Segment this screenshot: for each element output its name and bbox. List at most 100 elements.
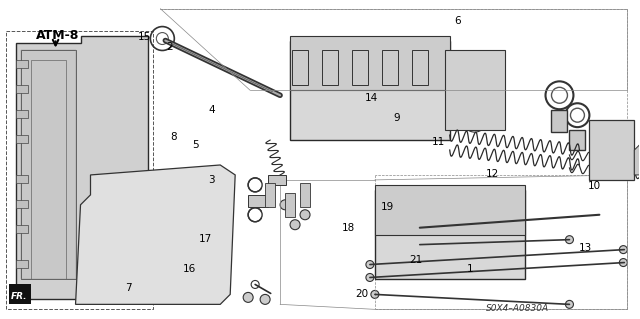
Circle shape bbox=[101, 186, 106, 191]
Circle shape bbox=[116, 215, 122, 220]
Bar bbox=[300, 183, 310, 207]
Circle shape bbox=[218, 191, 223, 196]
Text: 12: 12 bbox=[486, 169, 499, 179]
Circle shape bbox=[120, 182, 125, 188]
Circle shape bbox=[131, 210, 136, 215]
Circle shape bbox=[99, 258, 104, 263]
Bar bbox=[570, 130, 586, 150]
Circle shape bbox=[115, 266, 120, 271]
Bar bbox=[268, 175, 286, 185]
Bar bbox=[15, 225, 28, 233]
Circle shape bbox=[198, 276, 203, 281]
Circle shape bbox=[171, 280, 176, 285]
Bar bbox=[31, 60, 65, 279]
Text: 15: 15 bbox=[138, 32, 151, 42]
Circle shape bbox=[131, 269, 136, 274]
Circle shape bbox=[219, 188, 224, 193]
Circle shape bbox=[205, 285, 211, 290]
Bar bbox=[15, 135, 28, 143]
Circle shape bbox=[171, 240, 175, 245]
Circle shape bbox=[172, 240, 177, 245]
Text: 21: 21 bbox=[409, 255, 422, 264]
Circle shape bbox=[371, 290, 379, 298]
Circle shape bbox=[111, 194, 116, 198]
Bar bbox=[589, 120, 634, 180]
Circle shape bbox=[211, 279, 216, 284]
Circle shape bbox=[150, 213, 155, 218]
Circle shape bbox=[170, 271, 175, 276]
Bar bbox=[445, 50, 504, 130]
Text: 2: 2 bbox=[166, 42, 173, 52]
Circle shape bbox=[132, 209, 138, 213]
Circle shape bbox=[106, 215, 111, 220]
Bar bbox=[20, 50, 76, 279]
Text: FR.: FR. bbox=[11, 292, 27, 301]
Circle shape bbox=[201, 200, 206, 205]
Text: 14: 14 bbox=[364, 93, 378, 103]
Circle shape bbox=[366, 273, 374, 281]
Circle shape bbox=[100, 266, 106, 271]
Bar bbox=[292, 50, 308, 85]
Text: 8: 8 bbox=[170, 132, 177, 142]
Circle shape bbox=[132, 249, 138, 254]
Circle shape bbox=[366, 261, 374, 269]
Circle shape bbox=[188, 237, 193, 242]
Circle shape bbox=[620, 259, 627, 267]
Circle shape bbox=[300, 210, 310, 220]
Circle shape bbox=[113, 288, 118, 293]
Bar bbox=[20, 50, 76, 279]
Bar bbox=[15, 260, 28, 268]
Text: 1: 1 bbox=[467, 264, 474, 274]
Circle shape bbox=[160, 178, 164, 183]
Bar bbox=[15, 110, 28, 118]
Text: 18: 18 bbox=[342, 223, 355, 233]
Circle shape bbox=[141, 186, 145, 191]
Circle shape bbox=[566, 300, 573, 308]
Circle shape bbox=[157, 261, 162, 266]
Circle shape bbox=[280, 200, 290, 210]
Circle shape bbox=[152, 290, 157, 295]
Bar bbox=[412, 50, 428, 85]
Circle shape bbox=[109, 215, 114, 220]
Bar bbox=[265, 183, 275, 207]
Circle shape bbox=[216, 213, 221, 218]
Text: ATM-8: ATM-8 bbox=[36, 29, 79, 42]
Bar bbox=[15, 285, 28, 293]
Bar bbox=[285, 193, 295, 217]
Polygon shape bbox=[76, 165, 235, 304]
Circle shape bbox=[161, 272, 166, 277]
Circle shape bbox=[97, 250, 102, 256]
Circle shape bbox=[95, 283, 100, 288]
Text: 16: 16 bbox=[182, 264, 196, 274]
Polygon shape bbox=[15, 35, 148, 300]
Bar bbox=[352, 50, 368, 85]
Bar bbox=[382, 50, 398, 85]
Bar bbox=[248, 195, 268, 207]
Bar bbox=[15, 60, 28, 68]
Circle shape bbox=[182, 185, 187, 190]
Circle shape bbox=[172, 261, 177, 266]
Polygon shape bbox=[290, 35, 450, 90]
Bar bbox=[15, 85, 28, 93]
Circle shape bbox=[195, 266, 200, 271]
Bar bbox=[15, 200, 28, 208]
Text: 9: 9 bbox=[394, 113, 400, 123]
Polygon shape bbox=[9, 285, 31, 304]
Circle shape bbox=[243, 293, 253, 302]
Text: 5: 5 bbox=[192, 140, 199, 150]
Circle shape bbox=[185, 246, 190, 251]
Text: 10: 10 bbox=[588, 182, 601, 191]
Bar bbox=[322, 50, 338, 85]
Text: 4: 4 bbox=[208, 105, 215, 115]
Circle shape bbox=[141, 253, 147, 258]
Bar bbox=[375, 190, 525, 279]
Circle shape bbox=[415, 223, 424, 232]
Text: S0X4–A0830A: S0X4–A0830A bbox=[486, 304, 549, 313]
Text: 7: 7 bbox=[125, 283, 132, 293]
Circle shape bbox=[116, 222, 122, 227]
Circle shape bbox=[113, 199, 118, 204]
Bar bbox=[6, 31, 154, 309]
Polygon shape bbox=[375, 185, 525, 235]
Bar bbox=[290, 41, 450, 140]
Circle shape bbox=[119, 200, 124, 205]
